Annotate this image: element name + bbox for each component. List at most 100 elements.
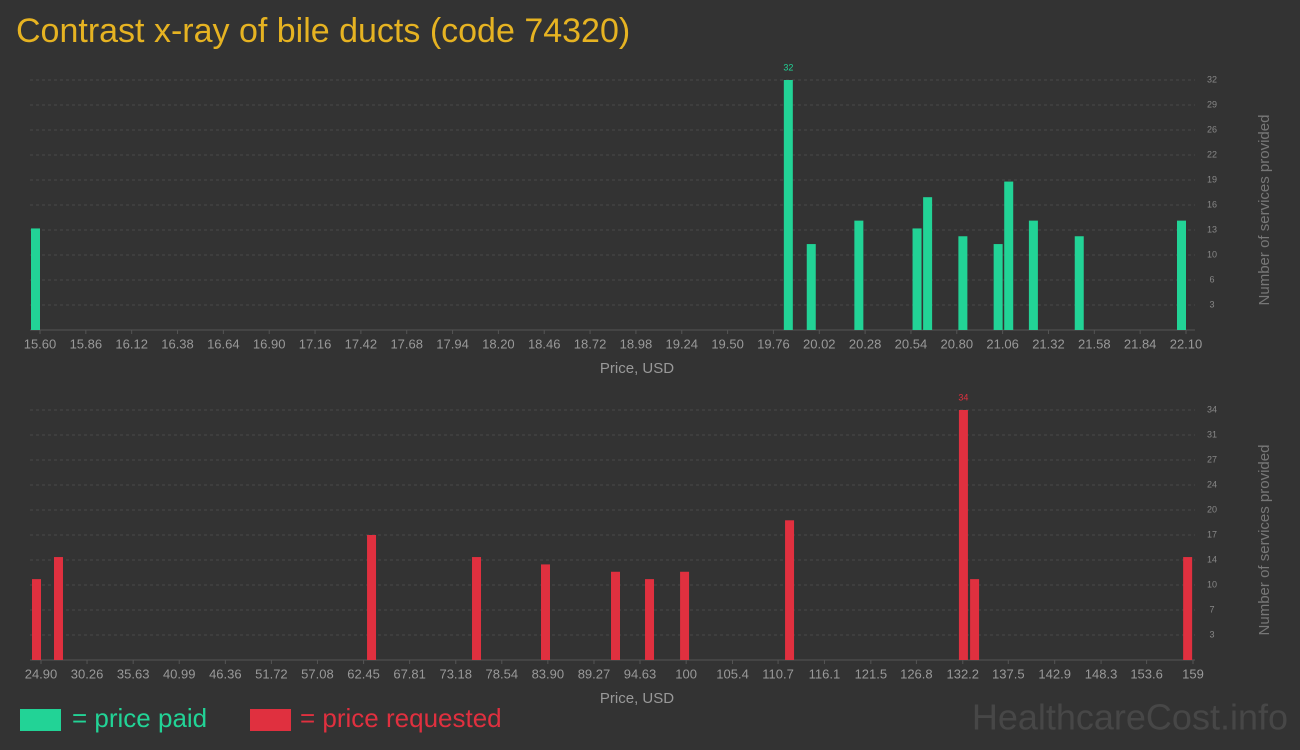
x-tick-label: 142.9 — [1038, 666, 1071, 681]
bar — [785, 520, 795, 660]
x-tick-label: 17.42 — [345, 336, 378, 351]
x-tick-label: 19.24 — [665, 336, 698, 351]
y-tick-label: 29 — [1207, 99, 1217, 109]
x-tick-label: 15.86 — [70, 336, 103, 351]
x-axis-label: Price, USD — [600, 360, 674, 377]
x-tick-label: 78.54 — [486, 666, 519, 681]
legend-swatch — [20, 709, 61, 731]
value-label: 32 — [783, 62, 793, 72]
x-tick-label: 159 — [1182, 666, 1204, 681]
y-tick-label: 24 — [1207, 479, 1217, 489]
x-tick-label: 15.60 — [24, 336, 57, 351]
x-tick-label: 110.7 — [762, 666, 794, 681]
x-tick-label: 51.72 — [255, 666, 288, 681]
x-tick-label: 21.32 — [1032, 336, 1065, 351]
y-axis-label: Number of services provided — [1256, 445, 1273, 636]
bar — [611, 571, 621, 660]
bar — [680, 571, 690, 660]
bar — [32, 579, 41, 660]
x-tick-label: 16.38 — [161, 336, 194, 351]
y-tick-label: 10 — [1207, 579, 1217, 589]
x-tick-label: 17.68 — [390, 336, 423, 351]
bar — [540, 564, 550, 660]
page-title: Contrast x-ray of bile ducts (code 74320… — [16, 12, 630, 50]
bar — [53, 557, 63, 660]
bar — [912, 228, 922, 330]
y-tick-label: 6 — [1209, 274, 1214, 284]
bar — [645, 579, 655, 660]
x-tick-label: 24.90 — [25, 666, 58, 681]
watermark: HealthcareCost.info — [972, 697, 1288, 738]
y-tick-label: 10 — [1207, 249, 1217, 259]
x-tick-label: 18.20 — [482, 336, 515, 351]
bar — [783, 80, 793, 330]
bar — [472, 557, 482, 660]
bar — [958, 410, 968, 660]
x-tick-label: 67.81 — [393, 666, 426, 681]
x-tick-label: 105.4 — [716, 666, 749, 681]
legend-swatch — [250, 709, 291, 731]
x-tick-label: 20.28 — [849, 336, 882, 351]
x-tick-label: 40.99 — [163, 666, 196, 681]
x-tick-label: 30.26 — [71, 666, 104, 681]
x-tick-label: 21.84 — [1124, 336, 1157, 351]
y-axis-label: Number of services provided — [1256, 115, 1273, 306]
bar — [970, 579, 980, 660]
y-tick-label: 14 — [1207, 554, 1217, 564]
x-tick-label: 20.54 — [895, 336, 928, 351]
bar — [1177, 220, 1186, 330]
y-tick-label: 16 — [1207, 199, 1217, 209]
x-tick-label: 35.63 — [117, 666, 150, 681]
x-tick-label: 16.12 — [115, 336, 148, 351]
x-tick-label: 18.72 — [574, 336, 607, 351]
x-tick-label: 22.10 — [1170, 336, 1203, 351]
x-tick-label: 16.90 — [253, 336, 286, 351]
x-tick-label: 16.64 — [207, 336, 240, 351]
x-tick-label: 132.2 — [946, 666, 979, 681]
x-tick-label: 21.06 — [986, 336, 1019, 351]
bar — [923, 197, 933, 330]
x-tick-label: 94.63 — [624, 666, 657, 681]
y-tick-label: 3 — [1209, 299, 1214, 309]
y-tick-label: 34 — [1207, 404, 1217, 414]
x-tick-label: 20.80 — [941, 336, 974, 351]
x-tick-label: 148.3 — [1085, 666, 1118, 681]
bar — [1028, 220, 1038, 330]
bar — [854, 220, 864, 330]
bar — [958, 236, 968, 330]
y-tick-label: 22 — [1207, 149, 1217, 159]
y-tick-label: 13 — [1207, 224, 1217, 234]
bar — [31, 228, 40, 330]
y-tick-label: 27 — [1207, 454, 1217, 464]
x-tick-label: 18.98 — [620, 336, 653, 351]
x-tick-label: 73.18 — [439, 666, 472, 681]
legend-label: = price requested — [300, 703, 502, 733]
x-tick-label: 57.08 — [301, 666, 334, 681]
x-tick-label: 18.46 — [528, 336, 561, 351]
bar — [1183, 557, 1193, 660]
y-tick-label: 31 — [1207, 429, 1217, 439]
x-tick-label: 153.6 — [1130, 666, 1163, 681]
bar — [993, 244, 1003, 330]
x-tick-label: 19.76 — [757, 336, 790, 351]
x-tick-label: 46.36 — [209, 666, 242, 681]
x-tick-label: 100 — [675, 666, 697, 681]
y-tick-label: 20 — [1207, 504, 1217, 514]
y-tick-label: 17 — [1207, 529, 1217, 539]
bar — [1004, 181, 1014, 330]
y-tick-label: 26 — [1207, 124, 1217, 134]
y-tick-label: 19 — [1207, 174, 1217, 184]
x-tick-label: 83.90 — [532, 666, 565, 681]
x-tick-label: 89.27 — [578, 666, 611, 681]
y-tick-label: 32 — [1207, 74, 1217, 84]
x-axis-label: Price, USD — [600, 690, 674, 707]
x-tick-label: 62.45 — [347, 666, 380, 681]
legend-label: = price paid — [72, 703, 207, 733]
x-tick-label: 19.50 — [711, 336, 744, 351]
x-tick-label: 21.58 — [1078, 336, 1111, 351]
x-tick-label: 121.5 — [855, 666, 888, 681]
bar — [806, 244, 816, 330]
x-tick-label: 137.5 — [992, 666, 1025, 681]
x-tick-label: 17.94 — [436, 336, 469, 351]
